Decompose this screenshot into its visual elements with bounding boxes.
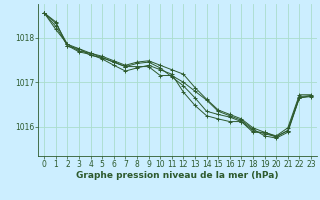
X-axis label: Graphe pression niveau de la mer (hPa): Graphe pression niveau de la mer (hPa): [76, 171, 279, 180]
